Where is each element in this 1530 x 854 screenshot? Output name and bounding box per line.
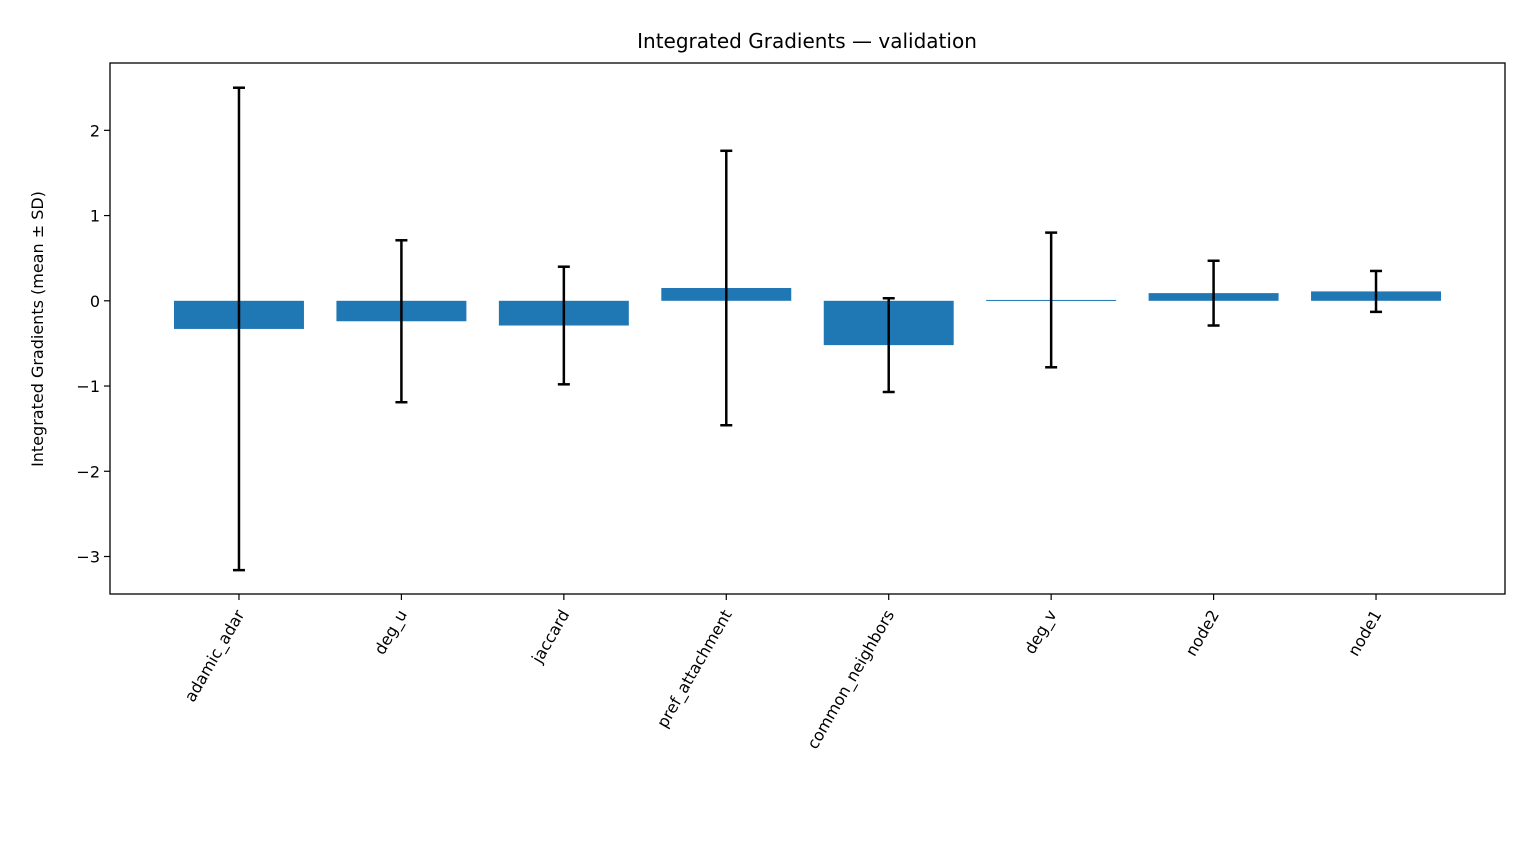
plot-frame bbox=[109, 62, 1506, 595]
y-tick-label: −1 bbox=[76, 377, 100, 396]
x-tick-label: jaccard bbox=[527, 607, 573, 668]
x-tick-label: node1 bbox=[1344, 607, 1386, 660]
x-tick-label: pref_attachment bbox=[653, 607, 737, 732]
x-tick-label: deg_v bbox=[1020, 607, 1061, 658]
x-tick-label: common_neighbors bbox=[803, 607, 899, 753]
y-tick-label: 1 bbox=[90, 207, 100, 226]
x-tick-label: deg_u bbox=[370, 607, 411, 659]
x-tick-label: node2 bbox=[1182, 607, 1224, 660]
chart-title: Integrated Gradients — validation bbox=[637, 29, 977, 53]
y-tick-label: −2 bbox=[76, 462, 100, 481]
y-tick-label: 0 bbox=[90, 292, 100, 311]
x-tick-label: adamic_adar bbox=[181, 606, 250, 706]
y-axis-label: Integrated Gradients (mean ± SD) bbox=[28, 191, 47, 467]
y-tick-label: −3 bbox=[76, 547, 100, 566]
y-tick-label: 2 bbox=[90, 121, 100, 140]
